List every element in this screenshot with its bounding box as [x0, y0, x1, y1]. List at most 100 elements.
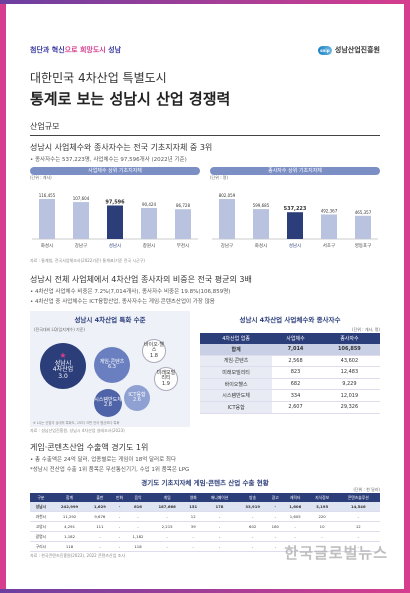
table-cell: - [307, 531, 337, 542]
table-cell: 178 [201, 502, 238, 512]
table-cell: - [237, 531, 268, 542]
footer-source: 자료 : 한국콘텐츠진흥원(2023), 2022 콘텐츠산업 조사 [30, 553, 126, 558]
industry-table: 4차산업 업종 사업체수 종사자수 합계 7,014 106,859 게임·콘텐츠 2,56… [200, 333, 380, 414]
table-row: 게임·콘텐츠 2,568 43,602 [200, 355, 380, 368]
bubble-label: 성남시 [54, 359, 72, 367]
slogan-part: 성남 [108, 46, 122, 54]
bar-화성시 [253, 209, 269, 239]
table-cell: - [126, 521, 150, 532]
table-cell: 180 [267, 521, 283, 532]
column-header: 종사자수 [318, 333, 380, 344]
table-cell: 9,676 [87, 511, 113, 522]
table-cell: - [267, 502, 283, 512]
bar-value-label: 116,455 [39, 193, 56, 198]
bar-value-label: 599,685 [253, 203, 270, 208]
bar-value-label: 90,424 [142, 202, 156, 207]
table-cell: - [267, 511, 283, 522]
lq-main-bubble: ★ 성남시 4차산업 3.0 [40, 343, 86, 389]
table-cell: - [87, 531, 113, 542]
column-header: 출판 [87, 493, 113, 502]
table-cell: - [112, 531, 127, 542]
table-cell: 33,919 [237, 502, 268, 512]
bar-value-label: 97,596 [105, 199, 125, 205]
table-cell: 9,229 [318, 378, 380, 391]
table-cell: - [267, 531, 283, 542]
s1-heading: 성남시 사업체수와 종사자수는 전국 기초지자체 중 3위 [30, 143, 213, 152]
lq-panel: 성남시 4차산업 특화 수준 (전국대비 LQ(입지계수) 기준) ★ 성남시 … [30, 311, 190, 427]
table-cell: 1,629 [87, 502, 113, 512]
title-line2: 통계로 보는 성남시 산업 경쟁력 [30, 90, 231, 108]
table-cell: 118 [126, 541, 150, 552]
table-cell: 7,014 [272, 344, 319, 356]
table-cell: 3,195 [307, 502, 337, 512]
column-header: 방송 [237, 493, 268, 502]
table-row: 미래모빌리티 823 12,483 [200, 366, 380, 379]
table-cell: 게임·콘텐츠 [200, 355, 273, 368]
bar-부천시 [175, 209, 191, 239]
table-cell: - [201, 541, 238, 552]
table-row: 성남시 242,999 1,629-616 187,666 151 178 33,919-1… [30, 502, 380, 512]
lq-panel-title: 성남시 4차산업 특화 수준 [74, 316, 146, 324]
table-cell: - [336, 541, 380, 552]
table-cell: - [336, 531, 380, 542]
chart-unit: (단위 : 명) [210, 175, 229, 180]
table-cell: 118 [51, 541, 88, 552]
bubble-value: 2.8 [104, 402, 112, 408]
table-cell: 성남시 [30, 502, 52, 512]
column-header: 음악 [126, 493, 150, 502]
s3-bullet-1: • 총 수출액은 24억 달러, 업종별로는 게임이 18억 달러로 최다 [30, 457, 177, 463]
table-cell: - [282, 531, 308, 542]
industry-table-unit: (단위 : 개사, 명) [352, 327, 380, 332]
category-label: 부천시 [177, 242, 189, 249]
table-cell: 12,483 [318, 366, 380, 379]
section-heading: 산업규모 [30, 121, 380, 136]
slogan-part: 첨단과 혁신 [30, 46, 65, 54]
table-cell: 187,666 [149, 502, 185, 512]
table-cell: 106,859 [318, 344, 380, 356]
table-cell: 29,326 [318, 401, 380, 414]
table-cell: 2,607 [272, 401, 319, 414]
table-cell: - [185, 531, 202, 542]
table-row: 바이오헬스 682 9,229 [200, 378, 380, 391]
table-cell: - [149, 531, 185, 542]
chart-source: 자료 : 통계청, 전국사업체조사(2022기준) 통계표(기준 전국 시군구) [30, 258, 145, 263]
industry-table-panel: 성남시 4차산업 사업체수와 종사자수 (단위 : 개사, 명) 4차산업 업종… [200, 311, 380, 427]
table-cell: - [307, 541, 337, 552]
category-label: 성남시 [289, 242, 301, 249]
lq-note: ※ LQ는 산업의 상대적 특화도, 1보다 크면 전국 평균보다 특화 [33, 421, 120, 425]
table-cell: 고양시 [30, 521, 52, 532]
bubble-value: 2.6 [133, 397, 141, 403]
bubble-label: 시스템반도체 [94, 396, 122, 403]
bar-강남구 [73, 202, 89, 239]
bar-value-label: 537,223 [284, 206, 307, 212]
bar-value-label: 465,357 [355, 210, 372, 215]
bubble-label: 미래모빌리티 [156, 369, 176, 382]
chart-svg-employees: 802,059 강남구 599,685 화성시 537,223 성남시 492,367 서초구… [212, 193, 378, 249]
table-cell: - [112, 541, 127, 552]
table-cell: - [267, 541, 283, 552]
table-cell: 682 [272, 378, 319, 391]
table-cell: 1,182 [51, 531, 88, 542]
column-header: 4차산업 업종 [200, 333, 273, 344]
table-row: 고양시 4,291 111- -2,215 39-602 180-10 12 [30, 521, 380, 532]
table-cell: 111 [87, 521, 113, 532]
bar-화성시 [39, 199, 55, 239]
bubble-label: 바이오·헬스 [144, 341, 164, 354]
s2-heading: 성남시 전체 사업체에서 4차산업 종사자의 비중은 전국 평균의 3배 [30, 275, 252, 284]
chart-employees: 종사자수 상위 기초지자체 (단위 : 명) 802,059 강남구 599,685… [210, 167, 380, 257]
bar-value-label: 86,728 [176, 203, 190, 208]
table-row: ICT융합 2,607 29,326 [200, 401, 380, 414]
column-header: 사업체수 [272, 333, 319, 344]
panel-source: 자료 : 성남산업진흥원, 성남시 4차산업 실태조사(2023) [30, 428, 125, 433]
table-cell: - [201, 531, 238, 542]
table-cell: 시스템반도체 [200, 389, 273, 402]
bubble-value: 1.8 [150, 352, 158, 359]
table-cell: 151 [185, 502, 202, 512]
lq-caption: (전국대비 LQ(입지계수) 기준) [34, 327, 85, 332]
category-label: 성남시 [109, 242, 121, 249]
column-header: 게임 [149, 493, 185, 502]
table-cell: - [149, 511, 185, 522]
lq-bubble-ict: ICT융합 2.6 [124, 385, 150, 411]
table-cell: - [201, 511, 238, 522]
snip-logo-icon: snip [317, 45, 332, 55]
